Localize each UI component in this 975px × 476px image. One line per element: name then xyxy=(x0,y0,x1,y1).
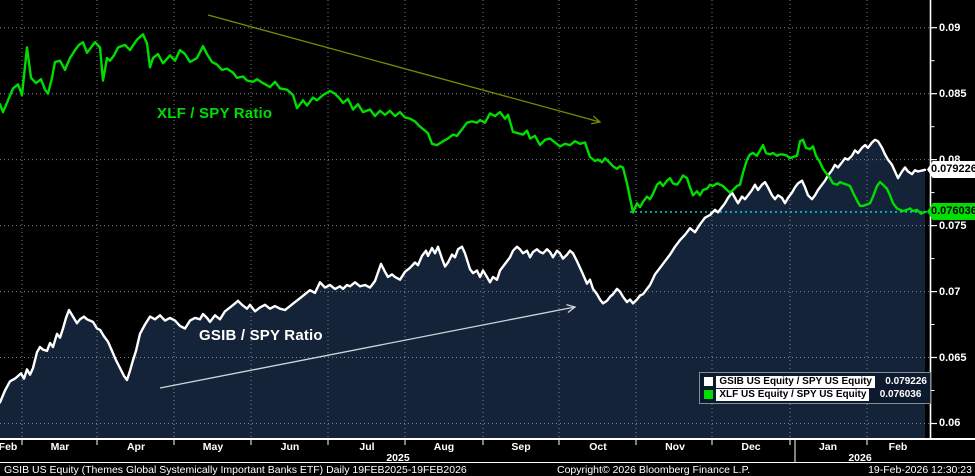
x-axis-month-label: Jul xyxy=(359,441,375,453)
xlf-spy-ratio-label: XLF / SPY Ratio xyxy=(157,105,273,122)
x-axis-month-label: Oct xyxy=(589,441,607,453)
y-axis-label: 0.09 xyxy=(939,22,961,34)
x-axis-year-label: 2025 xyxy=(386,452,410,464)
x-axis-year-label: 2026 xyxy=(848,452,872,464)
legend-value: 0.079226 xyxy=(885,376,927,387)
legend-row[interactable]: XLF US Equity / SPY US Equity 0.076036 xyxy=(703,388,927,401)
axis-frame xyxy=(0,0,975,463)
x-axis-month-label: Apr xyxy=(126,441,146,453)
downtrend-arrow xyxy=(207,14,602,125)
series-legend: GSIB US Equity / SPY US Equity 0.079226 XL… xyxy=(699,372,931,404)
uptrend-arrow xyxy=(159,303,577,389)
y-axis-label: 0.06 xyxy=(939,417,961,429)
y-axis-label: 0.07 xyxy=(939,286,961,298)
legend-row[interactable]: GSIB US Equity / SPY US Equity 0.079226 xyxy=(703,375,927,388)
x-axis-month-label: Feb xyxy=(0,441,18,453)
security-description-text: GSIB US Equity (Themes Global Systemical… xyxy=(4,464,467,476)
legend-value: 0.076036 xyxy=(879,389,922,400)
x-axis-month-label: Dec xyxy=(741,441,761,453)
status-bar: GSIB US Equity (Themes Global Systemical… xyxy=(0,464,975,476)
x-axis-month-label: Mar xyxy=(50,441,70,453)
x-axis-month-label: Jun xyxy=(280,441,300,453)
gsib-spy-ratio-label: GSIB / SPY Ratio xyxy=(199,327,323,344)
y-axis-label: 0.075 xyxy=(939,220,967,232)
uptrend-arrow xyxy=(159,303,577,389)
downtrend-arrow xyxy=(207,14,602,125)
gsib-area xyxy=(0,139,925,439)
last-price-tag: 0.079226 xyxy=(927,161,975,178)
x-axis-month-label: Feb xyxy=(888,441,908,453)
last-price-tag: 0.076036 xyxy=(927,203,975,220)
copyright-text: Copyright© 2026 Bloomberg Finance L.P. xyxy=(557,464,751,476)
gsib-spy-line xyxy=(0,138,927,404)
legend-swatch xyxy=(704,390,714,399)
x-axis-month-label: May xyxy=(202,441,224,453)
xlf-spy-line xyxy=(0,33,927,215)
legend-label: XLF US Equity / SPY US Equity xyxy=(716,388,870,401)
x-axis-month-label: Sep xyxy=(511,441,531,453)
timestamp-text: 19-Feb-2026 12:30:23 xyxy=(868,464,972,476)
y-axis-label: 0.065 xyxy=(939,352,967,364)
xlf-spy-line xyxy=(0,33,927,215)
x-axis-month-label: Nov xyxy=(665,441,685,453)
y-axis-label: 0.085 xyxy=(939,88,967,100)
legend-swatch xyxy=(704,377,714,386)
gsib-spy-line xyxy=(0,138,927,404)
grid xyxy=(0,0,930,438)
legend-label: GSIB US Equity / SPY US Equity xyxy=(716,375,875,388)
gsib-area-fill xyxy=(0,139,925,439)
x-axis-month-label: Jan xyxy=(818,441,838,453)
x-axis-month-label: Aug xyxy=(433,441,455,453)
